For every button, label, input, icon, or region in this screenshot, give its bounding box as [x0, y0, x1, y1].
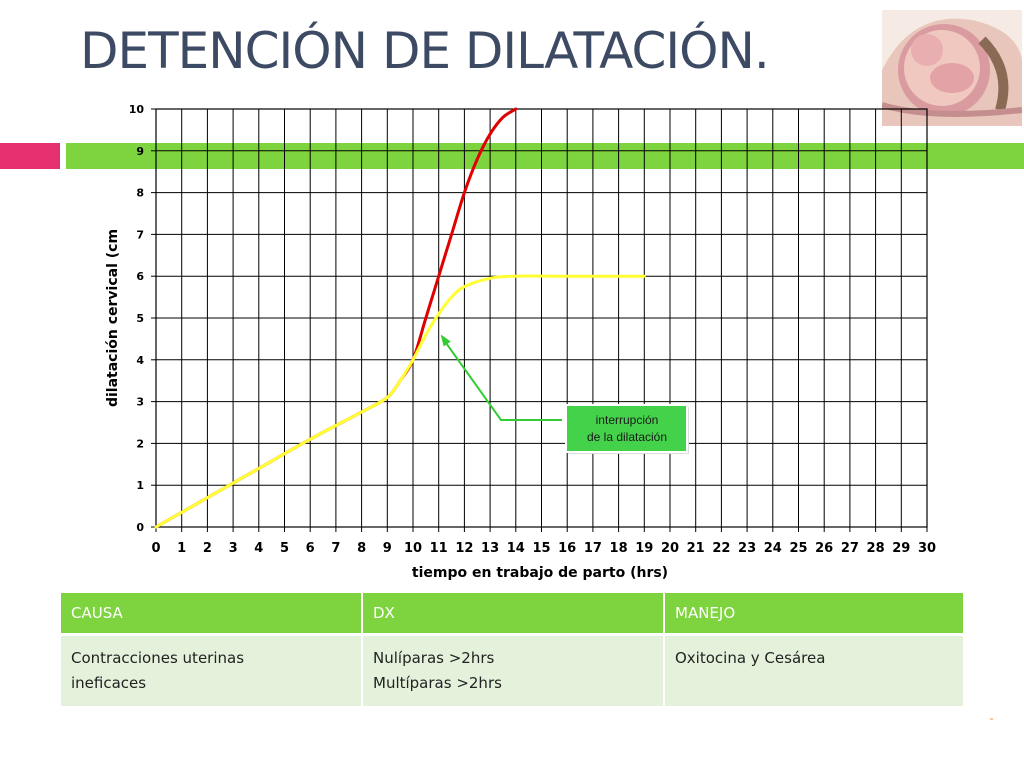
slide-title: DETENCIÓN DE DILATACIÓN.	[80, 22, 770, 80]
x-tick-label: 13	[481, 541, 499, 556]
x-tick-label: 21	[687, 541, 705, 556]
x-tick-label: 4	[254, 541, 263, 556]
y-tick-label: 0	[136, 521, 144, 534]
x-tick-label: 8	[357, 541, 366, 556]
cell-text: Contracciones uterinas	[71, 649, 245, 667]
x-tick-label: 19	[635, 541, 653, 556]
accent-bar-pink	[0, 143, 60, 169]
x-tick-label: 15	[532, 541, 550, 556]
y-tick-label: 4	[136, 354, 144, 367]
y-tick-label: 7	[136, 228, 144, 241]
y-tick-label: 3	[136, 396, 144, 409]
x-tick-label: 20	[661, 541, 679, 556]
x-tick-label: 1	[177, 541, 186, 556]
x-tick-label: 29	[892, 541, 910, 556]
x-tick-label: 30	[918, 541, 936, 556]
x-tick-label: 27	[841, 541, 859, 556]
cell-text: ineficaces	[71, 674, 147, 692]
header-manejo: MANEJO	[664, 593, 963, 635]
y-tick-label: 2	[136, 437, 144, 450]
x-tick-label: 0	[151, 541, 160, 556]
fetus-in-uterus-illustration	[882, 10, 1022, 126]
x-tick-label: 16	[558, 541, 576, 556]
cell-text: Nulíparas >2hrs	[373, 649, 495, 667]
x-tick-label: 28	[867, 541, 885, 556]
x-tick-label: 7	[331, 541, 340, 556]
cell-text: Multíparas >2hrs	[373, 674, 502, 692]
x-tick-label: 18	[610, 541, 628, 556]
x-tick-label: 11	[430, 541, 448, 556]
dilation-chart: 0 1 2 3 4 5 6 7 8 9 10 11 12 13 14 15 16 17 18 19 20 21 22 23 24…	[105, 103, 936, 581]
header-causa: CAUSA	[61, 593, 363, 635]
y-tick-label: 1	[136, 479, 144, 492]
cell-manejo: Oxitocina y Cesárea	[664, 633, 963, 706]
x-tick-label: 3	[229, 541, 238, 556]
x-tick-label: 10	[404, 541, 422, 556]
table-header-row: CAUSA DX MANEJO	[61, 593, 963, 635]
x-tick-label: 6	[306, 541, 315, 556]
x-tick-label: 23	[738, 541, 756, 556]
y-tick-label: 9	[136, 145, 144, 158]
x-axis-label: tiempo en trabajo de parto (hrs)	[412, 565, 668, 581]
cell-text: Oxitocina y Cesárea	[675, 649, 826, 667]
x-tick-label: 5	[280, 541, 289, 556]
x-tick-label: 2	[203, 541, 212, 556]
accent-bar-green	[66, 143, 1024, 169]
cause-table: CAUSA DX MANEJO Contracciones uterinas i…	[61, 593, 963, 706]
annotation-line-1: interrupción	[596, 413, 659, 427]
y-tick-label: 8	[136, 187, 144, 200]
cell-causa: Contracciones uterinas ineficaces	[61, 633, 363, 706]
x-tick-label: 22	[712, 541, 730, 556]
y-tick-label: 6	[136, 270, 144, 283]
x-tick-label: 25	[789, 541, 807, 556]
annotation-arrowhead	[440, 334, 451, 347]
annotation-box	[565, 404, 688, 453]
arrested-dilation-curve	[154, 274, 646, 529]
header-dx: DX	[362, 593, 665, 635]
x-tick-label: 12	[455, 541, 473, 556]
y-axis-label: dilatación cervical (cm	[105, 229, 121, 407]
annotation-arrow	[444, 341, 562, 421]
y-tick-label: 5	[136, 312, 144, 325]
cell-dx: Nulíparas >2hrs Multíparas >2hrs	[362, 633, 665, 706]
x-tick-label: 9	[383, 541, 392, 556]
table-row: Contracciones uterinas ineficaces Nulípa…	[61, 633, 963, 706]
annotation-line-2: de la dilatación	[587, 430, 667, 444]
x-tick-label: 24	[764, 541, 782, 556]
x-tick-label: 17	[584, 541, 602, 556]
y-tick-label: 10	[129, 103, 145, 116]
x-tick-label: 14	[507, 541, 525, 556]
decorative-dot	[990, 718, 993, 720]
x-tick-label: 26	[815, 541, 833, 556]
